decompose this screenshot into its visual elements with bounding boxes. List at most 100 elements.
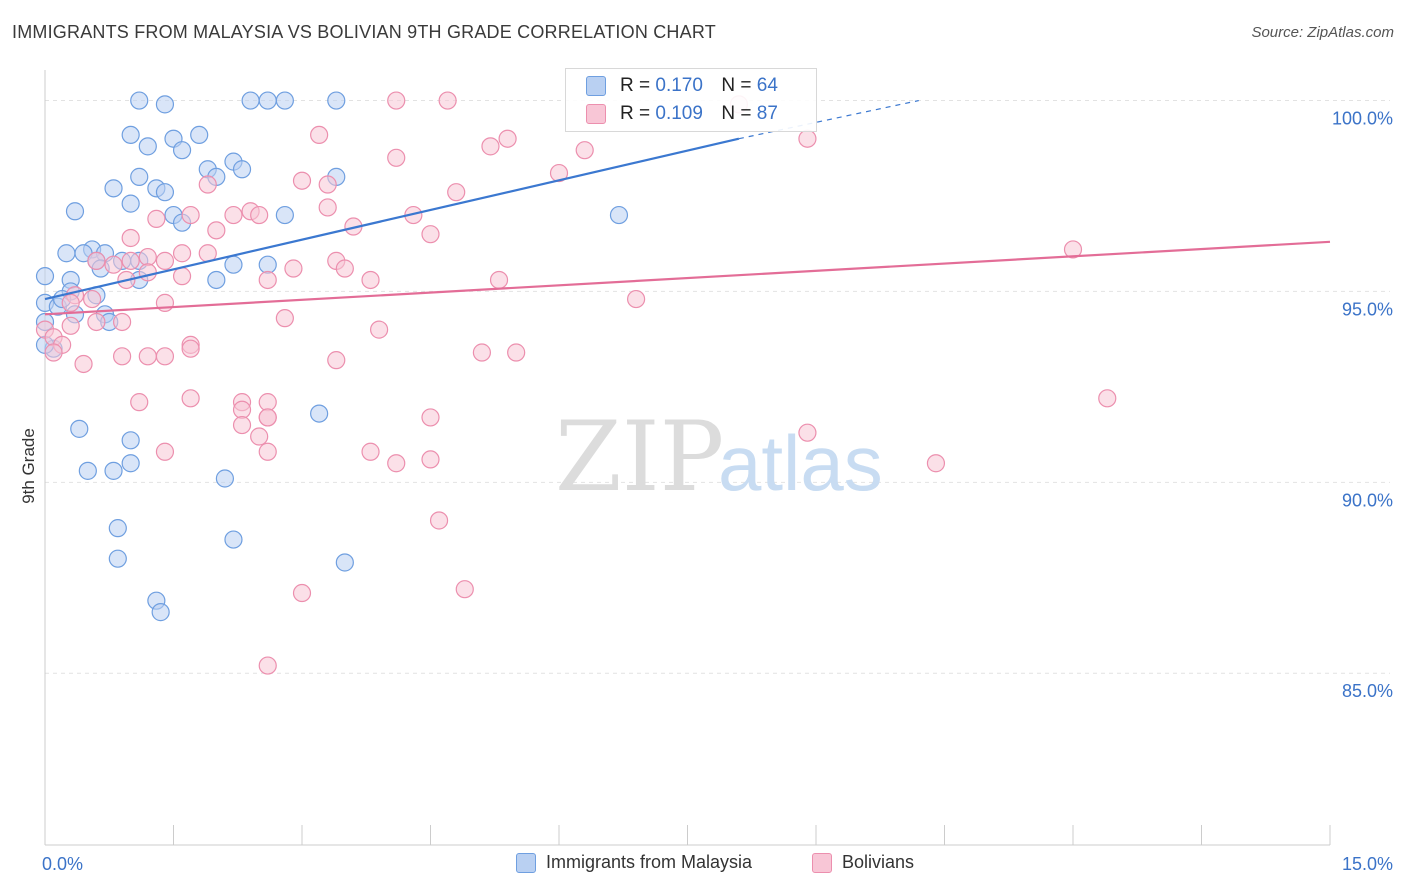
data-points <box>35 91 1117 675</box>
bolivians-point <box>292 171 312 190</box>
trend-lines <box>44 99 1331 316</box>
bolivians-point <box>207 221 226 240</box>
y-tick-label: 85.0% <box>1342 681 1393 701</box>
bolivians-point <box>258 442 277 461</box>
y-tick-label: 100.0% <box>1332 109 1393 129</box>
malaysia-trend-line <box>44 137 740 301</box>
malaysia-point <box>57 244 76 263</box>
bolivians-point <box>155 442 175 461</box>
bolivians-point <box>181 205 200 225</box>
bolivians-point <box>455 580 474 599</box>
legend-n-label: N = <box>721 103 752 124</box>
bolivians-point <box>575 141 594 160</box>
watermark-zip: ZIP <box>555 401 724 513</box>
bolivians-point <box>83 289 102 309</box>
malaysia-point <box>121 431 140 450</box>
bolivians-point <box>138 247 157 267</box>
bolivians-point <box>112 347 132 366</box>
bolivians-point <box>112 312 132 332</box>
bolivians-point <box>198 175 217 194</box>
bolivians-point <box>138 347 157 366</box>
bolivians-point <box>250 427 269 446</box>
legend-row-bolivians: R = 0.109 N = 87 <box>586 102 778 126</box>
bolivians-point <box>172 267 192 286</box>
bolivians-point <box>61 293 80 312</box>
bolivians-point <box>1098 389 1117 408</box>
bolivians-point <box>61 316 80 335</box>
x-tick-label: 0.0% <box>42 854 83 874</box>
bolivians-point <box>121 251 140 270</box>
malaysia-point <box>232 160 252 179</box>
malaysia-point <box>258 91 277 110</box>
malaysia-point <box>310 404 329 423</box>
malaysia-point <box>130 91 149 110</box>
malaysia-point <box>108 549 127 568</box>
legend-n-value-malaysia: 64 <box>756 75 778 96</box>
bolivians-point <box>147 209 166 228</box>
legend-item-malaysia[interactable]: Immigrants from Malaysia <box>516 852 752 873</box>
bolivians-point <box>258 656 277 675</box>
malaysia-point <box>190 125 209 145</box>
malaysia-point <box>121 125 140 145</box>
legend-r-value-malaysia: 0.170 <box>655 75 703 96</box>
bolivians-point <box>318 198 337 217</box>
bolivians-point <box>421 450 440 469</box>
bolivians-point <box>232 415 252 435</box>
y-tick-label: 90.0% <box>1342 490 1393 510</box>
bolivians-point <box>387 454 406 473</box>
bolivians-point <box>258 408 277 427</box>
bolivians-point <box>472 343 491 362</box>
bolivians-point <box>44 343 63 362</box>
legend-r-value-bolivians: 0.109 <box>655 103 703 124</box>
bolivians-point <box>130 393 149 412</box>
bolivians-point <box>447 183 466 202</box>
malaysia-point <box>207 270 226 290</box>
legend-label-bolivians: Bolivians <box>842 852 915 872</box>
malaysia-point <box>275 205 294 225</box>
bolivians-point <box>310 125 329 145</box>
bolivians-point <box>181 339 200 358</box>
legend-swatch-malaysia <box>516 852 536 873</box>
bolivians-point <box>421 408 440 427</box>
malaysia-point <box>155 95 175 114</box>
bolivians-point <box>489 270 509 290</box>
bolivians-point <box>361 442 380 461</box>
bolivians-point <box>121 228 140 248</box>
malaysia-point <box>121 454 140 473</box>
stats-legend: R = 0.170 N = 64 R = 0.109 N = 87 <box>565 68 817 132</box>
legend-swatch-malaysia <box>586 76 606 96</box>
malaysia-point <box>70 419 89 438</box>
malaysia-point <box>241 91 260 110</box>
bolivians-point <box>258 393 277 412</box>
legend-r-label: R = <box>620 75 651 96</box>
x-tick-label: 15.0% <box>1342 854 1393 874</box>
legend-item-bolivians[interactable]: Bolivians <box>812 852 914 873</box>
legend-swatch-bolivians <box>812 852 832 873</box>
bolivians-point <box>292 583 312 603</box>
malaysia-point <box>104 179 123 198</box>
malaysia-point <box>151 603 170 622</box>
bolivians-point <box>275 309 294 328</box>
bolivians-trend-line <box>44 240 1331 316</box>
bolivians-point <box>1063 240 1083 259</box>
legend-n-label: N = <box>721 75 752 96</box>
bolivians-point <box>318 175 337 194</box>
malaysia-point <box>138 137 157 156</box>
tick-labels: 100.0% 95.0% 90.0% 85.0% 0.0% 15.0% <box>42 109 1393 874</box>
y-axis-label: 9th Grade <box>19 428 38 504</box>
bolivians-point <box>429 511 449 530</box>
bolivians-point <box>926 454 946 473</box>
malaysia-point <box>78 461 97 480</box>
malaysia-point <box>258 255 277 274</box>
bolivians-point <box>361 270 380 290</box>
malaysia-point <box>224 530 243 549</box>
bolivians-point <box>387 148 406 167</box>
chart-title: IMMIGRANTS FROM MALAYSIA VS BOLIVIAN 9TH… <box>12 22 716 42</box>
bolivians-point <box>335 259 354 278</box>
y-tick-label: 95.0% <box>1342 299 1393 319</box>
bolivians-point <box>481 137 500 156</box>
bolivians-point <box>284 259 303 278</box>
bolivians-point <box>327 351 346 370</box>
malaysia-point <box>155 183 175 202</box>
